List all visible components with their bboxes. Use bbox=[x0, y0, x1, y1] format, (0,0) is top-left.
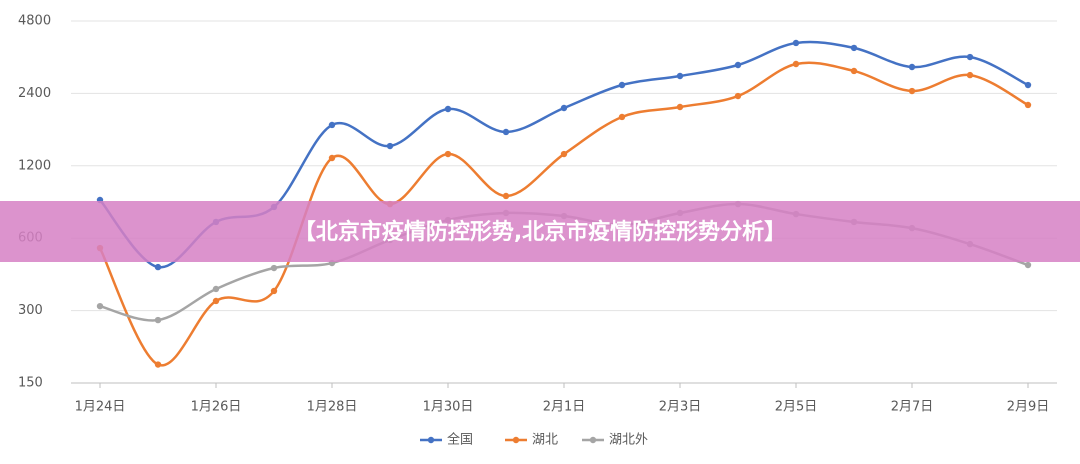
data-point bbox=[676, 103, 684, 111]
x-tick-label: 2月9日 bbox=[1007, 400, 1050, 415]
data-point bbox=[734, 61, 742, 69]
data-point bbox=[386, 142, 394, 150]
x-tick-label: 1月26日 bbox=[191, 400, 242, 415]
data-point bbox=[444, 150, 452, 158]
legend-label: 湖北外 bbox=[609, 433, 648, 448]
y-tick-label: 300 bbox=[18, 303, 43, 318]
banner bbox=[0, 201, 1080, 262]
data-point bbox=[270, 264, 278, 272]
y-tick-label: 2400 bbox=[18, 86, 51, 101]
data-point bbox=[676, 72, 684, 80]
data-point bbox=[154, 263, 162, 271]
legend-marker bbox=[589, 436, 597, 444]
data-point bbox=[154, 361, 162, 368]
data-point bbox=[560, 104, 568, 112]
data-point bbox=[1024, 261, 1032, 269]
data-point bbox=[966, 53, 974, 61]
y-tick-label: 4800 bbox=[18, 14, 51, 29]
legend-marker bbox=[427, 436, 435, 444]
data-point bbox=[444, 105, 452, 113]
x-tick-label: 2月5日 bbox=[775, 400, 818, 415]
legend-label: 湖北 bbox=[532, 433, 558, 448]
data-point bbox=[908, 63, 916, 71]
x-tick-label: 1月28日 bbox=[307, 400, 358, 415]
x-tick-label: 1月24日 bbox=[75, 400, 126, 415]
data-point bbox=[792, 60, 800, 68]
data-point bbox=[502, 128, 510, 136]
data-point bbox=[154, 316, 162, 324]
legend-label: 全国 bbox=[447, 432, 473, 448]
x-tick-label: 2月7日 bbox=[891, 400, 934, 415]
data-point bbox=[270, 287, 278, 295]
data-point bbox=[96, 302, 104, 310]
data-point bbox=[850, 67, 858, 75]
data-point bbox=[212, 285, 220, 293]
data-point bbox=[328, 154, 336, 162]
data-point bbox=[212, 297, 220, 305]
data-point bbox=[618, 81, 626, 89]
data-point bbox=[1024, 81, 1032, 89]
data-point bbox=[502, 192, 510, 200]
x-tick-label: 1月30日 bbox=[423, 400, 474, 415]
banner-text: 【北京市疫情防控形势,北京市疫情防控形势分析】 bbox=[294, 219, 786, 245]
data-point bbox=[966, 71, 974, 79]
legend-marker bbox=[512, 436, 520, 444]
data-point bbox=[792, 39, 800, 47]
x-tick-label: 2月3日 bbox=[659, 400, 702, 415]
data-point bbox=[908, 87, 916, 95]
data-point bbox=[328, 121, 336, 129]
y-tick-label: 1200 bbox=[18, 158, 51, 173]
data-point bbox=[734, 92, 742, 100]
x-tick-label: 2月1日 bbox=[543, 400, 586, 415]
data-point bbox=[850, 44, 858, 52]
y-tick-label: 150 bbox=[18, 376, 43, 391]
data-point bbox=[618, 113, 626, 121]
data-point bbox=[560, 150, 568, 158]
data-point bbox=[1024, 101, 1032, 109]
